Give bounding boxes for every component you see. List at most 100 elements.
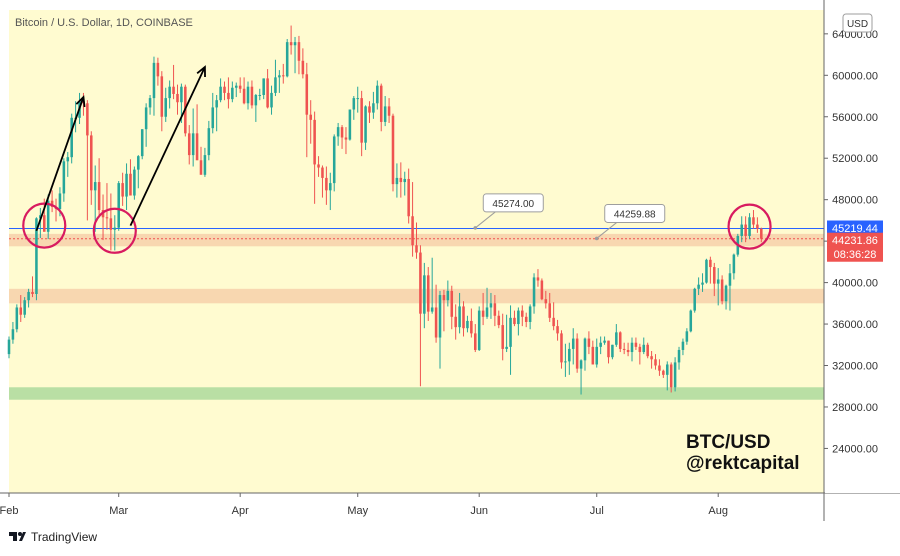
candle-body — [219, 86, 222, 101]
candle — [35, 217, 38, 301]
candle-body — [317, 164, 320, 168]
time-tick-label: Jul — [590, 505, 604, 517]
candle — [575, 333, 579, 373]
candle — [489, 292, 493, 319]
candle-body — [650, 356, 653, 360]
callout-anchor — [594, 236, 599, 241]
candle — [66, 151, 70, 177]
candle-body — [419, 252, 422, 314]
candle-body — [152, 62, 156, 99]
candle — [376, 80, 379, 110]
candle — [242, 77, 246, 105]
candle — [27, 288, 30, 308]
tradingview-brand: TradingView — [31, 530, 97, 544]
currency-button[interactable]: USD — [842, 13, 873, 33]
candle-body — [560, 333, 563, 363]
candle — [528, 304, 532, 330]
candle-body — [23, 300, 26, 315]
candle-body — [697, 284, 700, 289]
candle-body — [450, 290, 454, 317]
candle — [258, 88, 262, 101]
candle — [454, 304, 457, 340]
currency-label: USD — [847, 19, 868, 30]
candle — [720, 275, 724, 305]
candle-body — [536, 277, 540, 281]
candle — [571, 328, 575, 365]
price-tick-label: 24000.00 — [832, 443, 878, 455]
trend-arrow-head — [75, 95, 86, 108]
candle — [693, 287, 696, 313]
candle — [642, 337, 646, 355]
candle — [724, 284, 728, 310]
tradingview-logo[interactable]: TradingView — [9, 530, 97, 544]
candle-body — [305, 74, 309, 115]
candle-body — [35, 218, 38, 294]
candle-body — [462, 306, 465, 329]
candle — [599, 336, 602, 355]
candle — [15, 304, 19, 333]
candle — [113, 215, 117, 251]
candle-body — [97, 182, 101, 211]
candle-body — [591, 346, 595, 365]
candle-body — [611, 344, 614, 358]
candle — [360, 90, 363, 157]
candle — [524, 312, 528, 328]
candle — [379, 83, 383, 132]
candle — [368, 101, 371, 123]
candle — [536, 269, 540, 287]
candle — [650, 351, 653, 369]
candle-body — [364, 106, 367, 143]
price-tag-blue: 45219.44 — [827, 220, 883, 236]
candle — [148, 94, 152, 115]
candle — [532, 273, 536, 314]
candle-body — [689, 310, 693, 332]
candle-body — [50, 200, 54, 207]
candle — [364, 105, 367, 150]
candle-body — [297, 42, 301, 61]
candle — [297, 35, 301, 75]
candle-body — [501, 325, 504, 349]
candle — [7, 336, 11, 359]
candle-body — [140, 129, 144, 157]
candle — [117, 181, 120, 231]
candle — [336, 122, 340, 146]
candle — [689, 309, 693, 333]
candle-body — [454, 316, 457, 328]
candle-body — [234, 85, 238, 88]
candle — [603, 336, 606, 345]
candle-body — [646, 344, 649, 357]
candle — [391, 113, 395, 192]
candle — [713, 262, 716, 297]
candle-body — [172, 86, 175, 94]
candle — [50, 190, 54, 213]
candle-body — [399, 177, 403, 183]
price-callout: 45274.00 — [473, 193, 544, 230]
candle-body — [187, 133, 191, 156]
candle-body — [540, 280, 544, 300]
candle-body — [113, 227, 117, 230]
candle — [133, 166, 136, 200]
candle-body — [325, 177, 328, 191]
candle — [740, 216, 743, 243]
candle — [31, 276, 34, 298]
candle-body — [744, 224, 747, 236]
price-tick-label: 28000.00 — [832, 402, 878, 414]
candle — [125, 163, 128, 211]
candle — [262, 78, 265, 100]
candle-body — [430, 307, 434, 312]
candle — [415, 222, 418, 259]
candle-body — [160, 76, 164, 117]
candle — [450, 285, 454, 330]
candle — [497, 310, 501, 329]
candle-body — [125, 173, 128, 197]
candle — [329, 172, 332, 211]
candle-body — [117, 183, 120, 228]
price-tick-label: 60000.00 — [832, 70, 878, 82]
candle-body — [415, 245, 418, 253]
callout-label: 44259.88 — [614, 209, 656, 220]
candle — [356, 86, 359, 113]
candle — [587, 331, 591, 355]
candle — [513, 310, 516, 327]
candle — [399, 162, 403, 198]
